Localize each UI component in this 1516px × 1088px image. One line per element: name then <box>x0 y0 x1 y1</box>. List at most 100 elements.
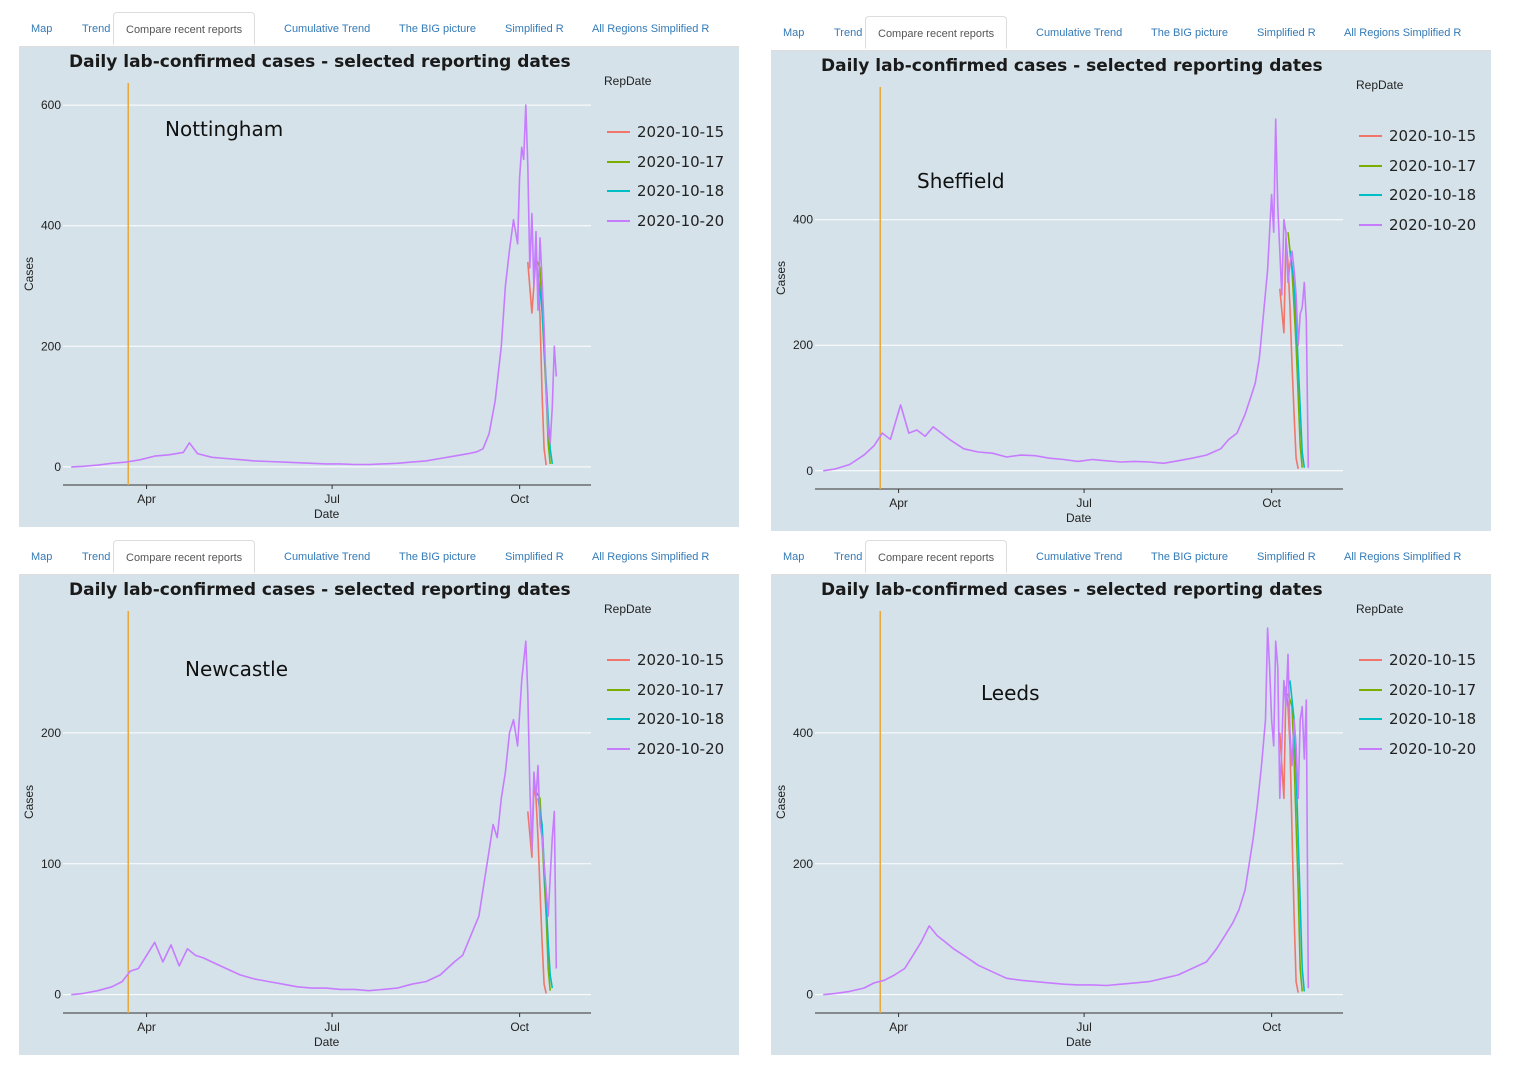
x-axis-label: Date <box>1066 1035 1092 1049</box>
tab-trend[interactable]: Trend <box>82 23 111 35</box>
legend-label: 2020-10-17 <box>637 152 725 171</box>
legend-swatch <box>1359 659 1382 661</box>
region-label: Nottingham <box>165 117 284 141</box>
legend-label: 2020-10-18 <box>1389 186 1477 204</box>
tab-compare-recent-reports[interactable]: Compare recent reports <box>113 12 256 45</box>
legend-title: RepDate <box>604 602 652 616</box>
legend-label: 2020-10-15 <box>637 651 725 669</box>
legend-label: 2020-10-18 <box>637 710 725 728</box>
region-label: Sheffield <box>917 169 1005 193</box>
legend-swatch <box>1359 688 1382 691</box>
tab-map[interactable]: Map <box>31 23 53 35</box>
tab-simplified-r[interactable]: Simplified R <box>1257 551 1316 563</box>
legend-label: 2020-10-15 <box>637 123 725 141</box>
tab-cumulative-trend[interactable]: Cumulative Trend <box>284 23 371 35</box>
y-tick-label: 600 <box>41 98 61 112</box>
tab-trend[interactable]: Trend <box>834 551 863 563</box>
x-tick-label: Oct <box>510 1020 529 1034</box>
x-tick-label: Apr <box>137 492 156 506</box>
chart-svg: 0 200 400 Apr Jul Oct <box>793 611 1343 1034</box>
y-tick-label: 0 <box>806 988 813 1002</box>
x-tick-label: Apr <box>889 496 908 510</box>
tab-simplified-r[interactable]: Simplified R <box>505 23 564 35</box>
chart-title: Daily lab-confirmed cases - selected rep… <box>69 52 571 72</box>
x-tick-label: Apr <box>889 1020 908 1034</box>
legend-swatch <box>607 718 630 720</box>
y-tick-label: 400 <box>41 219 61 233</box>
tab-bar: Map Trend Compare recent reports Cumulative… <box>771 540 1491 575</box>
tab-the-big-picture[interactable]: The BIG picture <box>1151 551 1229 563</box>
panel-leeds: Map Trend Compare recent reports Cumulative… <box>771 540 1516 1061</box>
tab-the-big-picture[interactable]: The BIG picture <box>399 551 477 563</box>
x-tick-label: Jul <box>1076 1020 1091 1034</box>
x-tick-label: Jul <box>324 492 339 506</box>
legend-label: 2020-10-20 <box>637 739 725 758</box>
y-tick-label: 400 <box>793 213 813 227</box>
series-line-2020-10-20 <box>71 640 558 996</box>
chart-svg: 0 200 400 Apr Jul Oct <box>793 87 1343 510</box>
x-tick-label: Jul <box>1076 496 1091 510</box>
x-tick-label: Oct <box>1262 1020 1281 1034</box>
tab-simplified-r[interactable]: Simplified R <box>505 551 564 563</box>
legend-label: 2020-10-20 <box>1389 215 1477 234</box>
tab-map[interactable]: Map <box>783 551 805 563</box>
y-tick-label: 200 <box>793 338 813 352</box>
legend-swatch <box>1359 718 1382 720</box>
series-line-2020-10-15 <box>1279 237 1299 470</box>
tab-cumulative-trend[interactable]: Cumulative Trend <box>1036 551 1123 563</box>
series-line-2020-10-18 <box>1289 250 1306 468</box>
legend-swatch <box>607 659 630 661</box>
chart-title: Daily lab-confirmed cases - selected rep… <box>69 580 571 600</box>
series-line-2020-10-20 <box>823 118 1310 472</box>
legend-swatch <box>1359 194 1382 196</box>
tab-trend[interactable]: Trend <box>834 27 863 39</box>
tab-simplified-r[interactable]: Simplified R <box>1257 27 1316 39</box>
tab-all-regions-simplified-r[interactable]: All Regions Simplified R <box>592 551 710 563</box>
legend-title: RepDate <box>1356 78 1404 92</box>
region-label: Leeds <box>981 681 1040 705</box>
legend-label: 2020-10-17 <box>1389 156 1477 175</box>
legend-swatch <box>1359 223 1382 226</box>
series-line-2020-10-20 <box>71 104 558 468</box>
tab-bar: Map Trend Compare recent reports Cumulative… <box>19 12 739 47</box>
y-tick-label: 0 <box>806 464 813 478</box>
y-tick-label: 200 <box>793 857 813 871</box>
tab-compare-recent-reports[interactable]: Compare recent reports <box>865 16 1008 49</box>
region-label: Newcastle <box>185 657 288 681</box>
panel-nottingham: Map Trend Compare recent reports Cumulative… <box>19 12 769 533</box>
chart-svg: 0 200 400 600 Apr Jul Oct <box>41 83 591 506</box>
x-axis-label: Date <box>1066 511 1092 525</box>
y-tick-label: 400 <box>793 726 813 740</box>
tab-trend[interactable]: Trend <box>82 551 111 563</box>
legend-label: 2020-10-17 <box>1389 680 1477 699</box>
legend-swatch <box>1359 164 1382 167</box>
tab-all-regions-simplified-r[interactable]: All Regions Simplified R <box>1344 551 1462 563</box>
legend-swatch <box>1359 135 1382 137</box>
x-tick-label: Oct <box>510 492 529 506</box>
tab-map[interactable]: Map <box>31 551 53 563</box>
legend-swatch <box>607 160 630 163</box>
plot-area: Daily lab-confirmed cases - selected rep… <box>771 51 1491 531</box>
tab-cumulative-trend[interactable]: Cumulative Trend <box>284 551 371 563</box>
legend-swatch <box>607 747 630 750</box>
legend-label: 2020-10-18 <box>637 182 725 200</box>
legend-swatch <box>607 190 630 192</box>
legend-swatch <box>1359 747 1382 750</box>
y-tick-label: 100 <box>41 857 61 871</box>
chart-title: Daily lab-confirmed cases - selected rep… <box>821 56 1323 76</box>
tab-map[interactable]: Map <box>783 27 805 39</box>
y-tick-label: 200 <box>41 726 61 740</box>
x-tick-label: Apr <box>137 1020 156 1034</box>
tab-compare-recent-reports[interactable]: Compare recent reports <box>865 540 1008 573</box>
legend-label: 2020-10-20 <box>637 211 725 230</box>
panel-sheffield: Map Trend Compare recent reports Cumulative… <box>771 16 1516 537</box>
panel-newcastle: Map Trend Compare recent reports Cumulative… <box>19 540 769 1061</box>
series-line-2020-10-20 <box>823 627 1310 996</box>
legend-swatch <box>607 219 630 222</box>
tab-all-regions-simplified-r[interactable]: All Regions Simplified R <box>592 23 710 35</box>
tab-cumulative-trend[interactable]: Cumulative Trend <box>1036 27 1123 39</box>
tab-the-big-picture[interactable]: The BIG picture <box>399 23 477 35</box>
tab-compare-recent-reports[interactable]: Compare recent reports <box>113 540 256 573</box>
tab-all-regions-simplified-r[interactable]: All Regions Simplified R <box>1344 27 1462 39</box>
tab-the-big-picture[interactable]: The BIG picture <box>1151 27 1229 39</box>
